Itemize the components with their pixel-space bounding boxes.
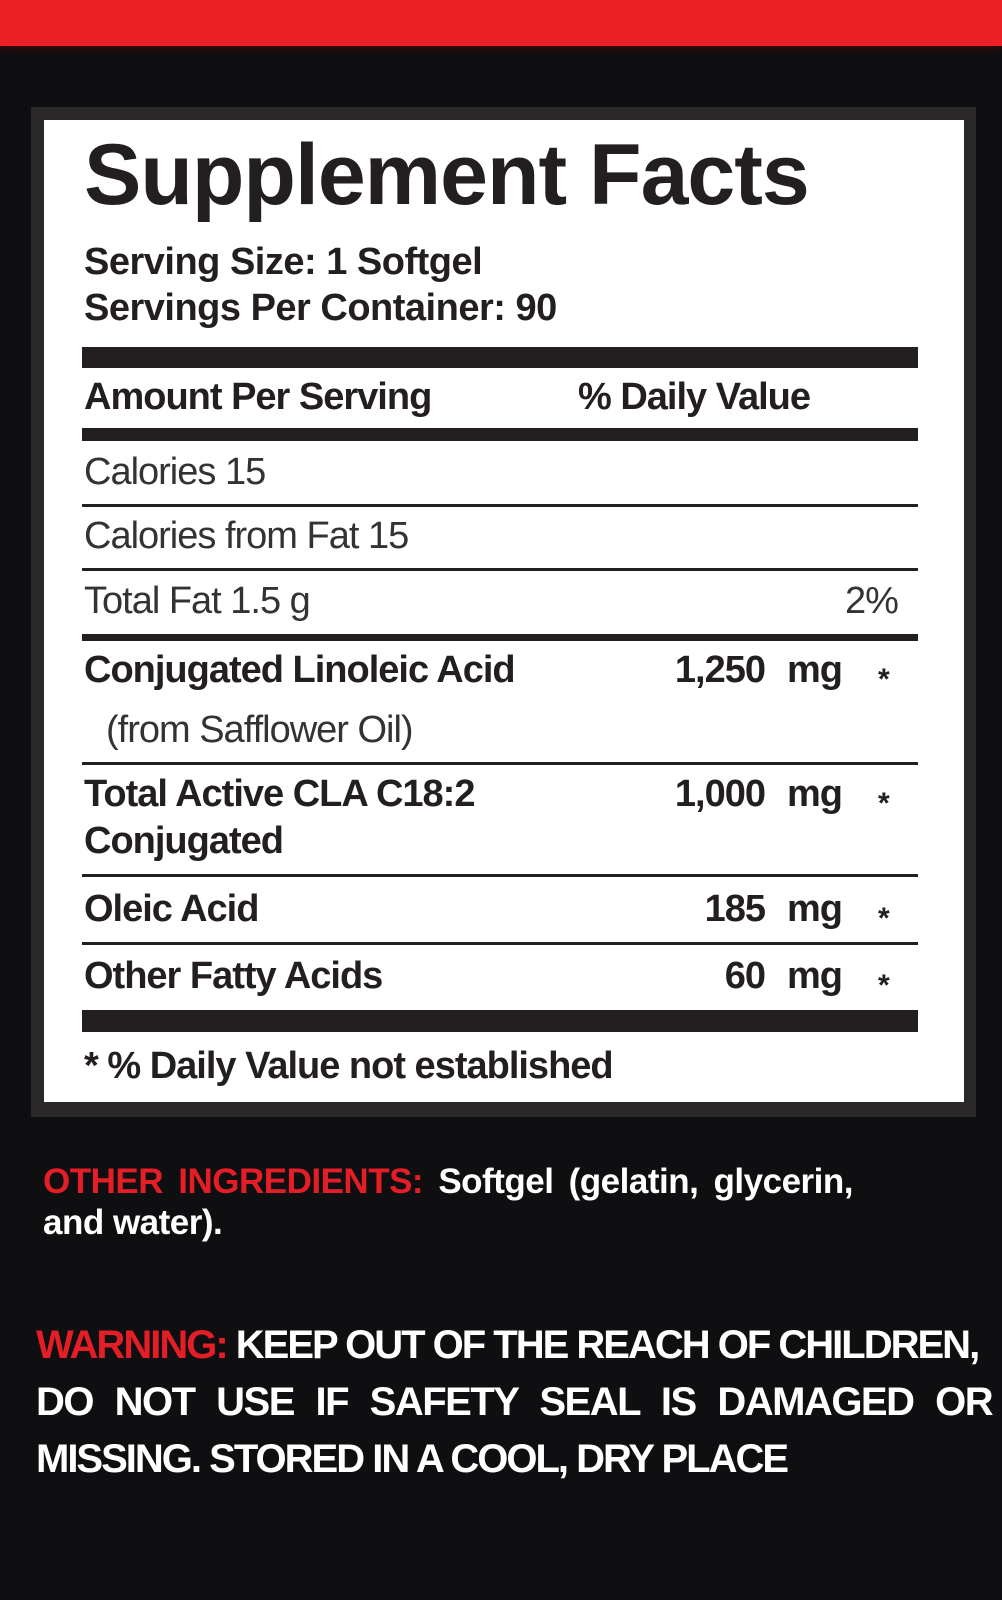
nutrient-amount: 1,250 xyxy=(674,649,766,691)
calories: Calories 15 xyxy=(84,451,266,493)
nutrient-name-cont: Conjugated xyxy=(84,820,284,862)
nutrient-dv: * xyxy=(878,787,890,820)
header-daily-value: % Daily Value xyxy=(578,376,811,418)
nutrient-unit: mg xyxy=(787,773,843,815)
warning-line2: DO NOT USE IF SAFETY SEAL IS DAMAGED OR xyxy=(36,1380,994,1424)
servings-per-container: Servings Per Container: 90 xyxy=(84,287,557,329)
thick-divider xyxy=(82,347,918,368)
nutrient-unit: mg xyxy=(787,888,843,930)
nutrient-amount: 60 xyxy=(724,955,766,997)
nutrient-dv: * xyxy=(878,969,890,1002)
divider xyxy=(82,942,918,945)
warning-label: WARNING: xyxy=(36,1323,229,1367)
serving-size: Serving Size: 1 Softgel xyxy=(84,241,483,283)
nutrient-dv: * xyxy=(878,663,890,696)
divider xyxy=(82,568,918,571)
nutrient-dv: * xyxy=(878,902,890,935)
divider xyxy=(82,634,918,641)
nutrient-amount: 1,000 xyxy=(674,773,766,815)
divider xyxy=(82,504,918,507)
total-fat: Total Fat 1.5 g xyxy=(84,580,311,622)
other-ingredients-text: Softgel (gelatin, glycerin, xyxy=(438,1162,853,1201)
nutrient-name: Oleic Acid xyxy=(84,888,259,930)
top-red-band xyxy=(0,0,1002,46)
calories-from-fat: Calories from Fat 15 xyxy=(84,515,409,557)
nutrient-unit: mg xyxy=(787,649,843,691)
other-ingredients-line1: OTHER INGREDIENTS: Softgel (gelatin, gly… xyxy=(43,1164,853,1199)
nutrient-amount: 185 xyxy=(704,888,766,930)
warning-text: KEEP OUT OF THE REACH OF CHILDREN, xyxy=(235,1323,980,1367)
medium-divider xyxy=(82,428,918,441)
other-ingredients-line2: and water). xyxy=(43,1203,223,1242)
footnote: * % Daily Value not established xyxy=(84,1045,614,1087)
other-ingredients-label: OTHER INGREDIENTS: xyxy=(43,1162,424,1201)
header-amount-per-serving: Amount Per Serving xyxy=(84,376,432,418)
warning-line3: MISSING. STORED IN A COOL, DRY PLACE xyxy=(36,1437,789,1481)
thick-divider xyxy=(82,1010,918,1032)
nutrient-source: (from Safflower Oil) xyxy=(106,709,414,751)
facts-title: Supplement Facts xyxy=(84,127,810,223)
total-fat-dv: 2% xyxy=(845,580,899,622)
divider xyxy=(82,762,918,765)
divider xyxy=(82,874,918,877)
warning-line1: WARNING: KEEP OUT OF THE REACH OF CHILDR… xyxy=(36,1323,980,1367)
supplement-facts-panel xyxy=(44,120,964,1102)
nutrient-name: Conjugated Linoleic Acid xyxy=(84,649,516,691)
nutrient-name: Total Active CLA C18:2 xyxy=(84,773,475,815)
nutrient-name: Other Fatty Acids xyxy=(84,955,383,997)
nutrient-unit: mg xyxy=(787,955,843,997)
